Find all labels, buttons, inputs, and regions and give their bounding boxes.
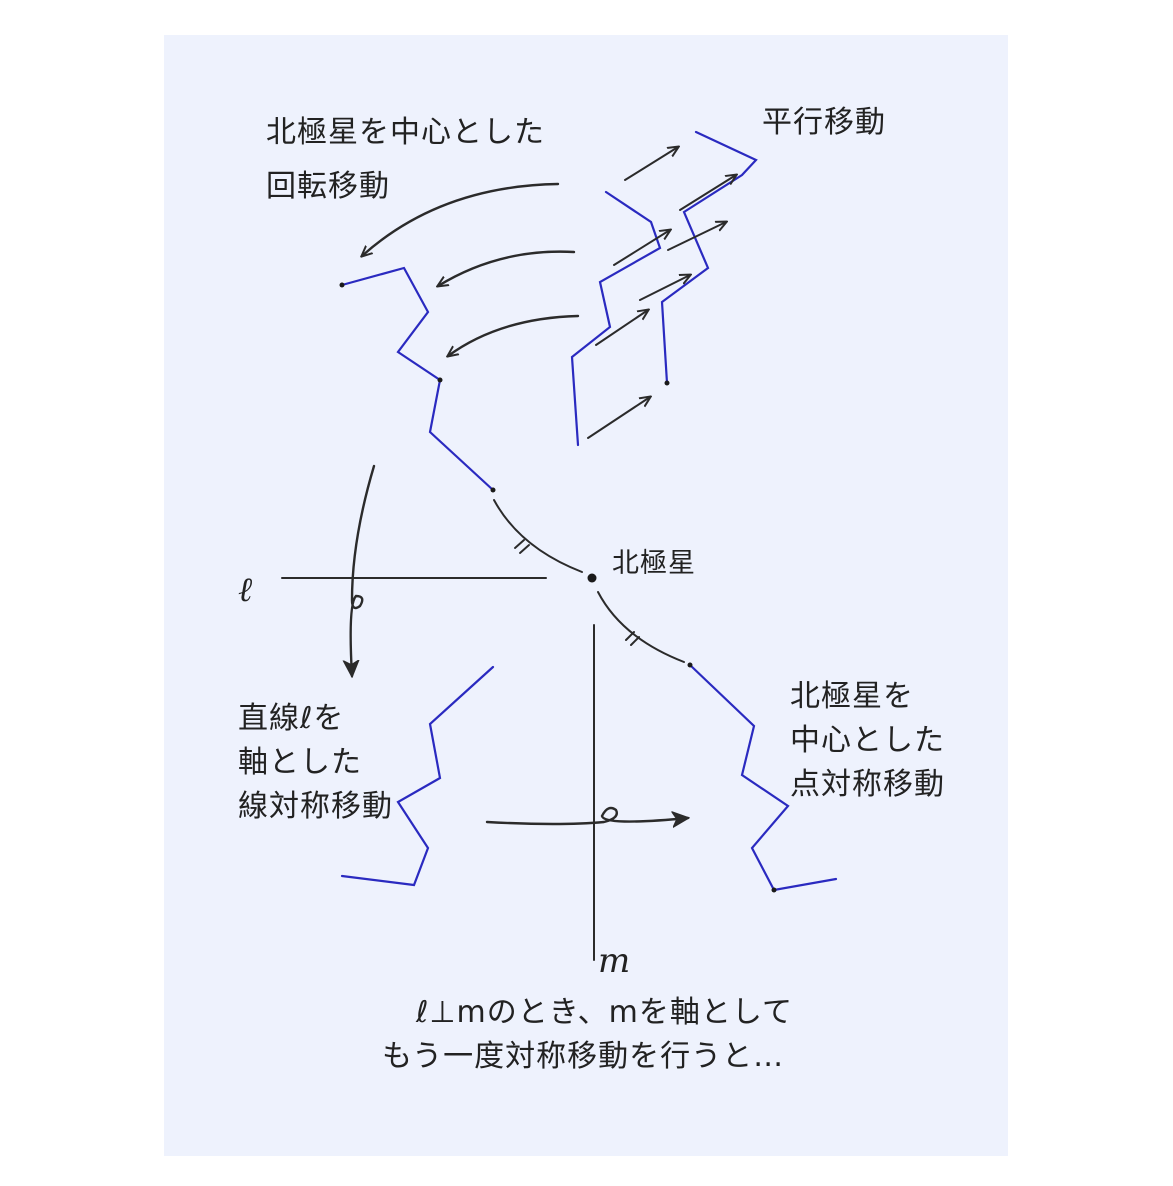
label-polaris: 北極星 xyxy=(612,548,696,579)
figure-original xyxy=(570,190,662,447)
translation-arrow xyxy=(667,222,726,251)
distance-arc-upper xyxy=(493,499,583,573)
figure-point-sym-end-dot xyxy=(687,662,693,668)
equal-tick-mark xyxy=(519,544,530,554)
paper-background xyxy=(164,35,1008,1156)
figure-point-sym-end-dot xyxy=(771,887,777,893)
figure-translated-end-dot xyxy=(664,380,670,386)
equal-tick-mark xyxy=(625,631,635,641)
label-point-sym-line2: 中心とした xyxy=(790,723,945,758)
equal-tick-mark xyxy=(630,636,640,646)
distance-arc-lower xyxy=(597,591,685,663)
rotation-arrow xyxy=(362,182,560,256)
figure-translated xyxy=(660,130,758,385)
figure-rotated-end-dot xyxy=(339,282,345,288)
translation-arrow xyxy=(595,310,648,346)
label-bottom-line2: もう一度対称移動を行うと… xyxy=(382,1039,784,1074)
figure-line-symmetric xyxy=(340,665,495,887)
label-axis-l: ℓ xyxy=(238,570,252,610)
polaris-point xyxy=(587,573,597,583)
translation-arrow xyxy=(639,275,690,301)
rotation-arrow xyxy=(448,314,580,356)
label-line-sym-line2: 軸とした xyxy=(238,745,362,780)
translation-arrow xyxy=(613,230,670,266)
label-point-sym-line3: 点対称移動 xyxy=(790,767,945,802)
reflection-arrow-m xyxy=(485,806,688,824)
translation-arrow xyxy=(587,397,650,439)
figure-rotated xyxy=(340,266,495,492)
label-point-sym-line1: 北極星を xyxy=(790,679,914,714)
rotation-arrow xyxy=(438,250,576,286)
translation-arrow xyxy=(679,175,736,211)
label-translation: 平行移動 xyxy=(762,105,886,140)
figure-rotated-end-dot xyxy=(490,487,496,493)
label-rotation-line2: 回転移動 xyxy=(266,169,390,204)
reflection-arrow-l xyxy=(351,464,376,676)
figure-rotated-end-dot xyxy=(437,377,443,383)
label-rotation-line1: 北極星を中心とした xyxy=(266,115,545,150)
label-bottom-line1: ℓ⊥mのとき、mを軸として xyxy=(415,995,793,1030)
label-axis-m: m xyxy=(598,941,630,981)
equal-tick-mark xyxy=(514,539,525,549)
label-line-sym-line3: 線対称移動 xyxy=(238,789,393,824)
label-line-sym-line1: 直線ℓを xyxy=(238,701,344,736)
translation-arrow xyxy=(624,147,678,181)
